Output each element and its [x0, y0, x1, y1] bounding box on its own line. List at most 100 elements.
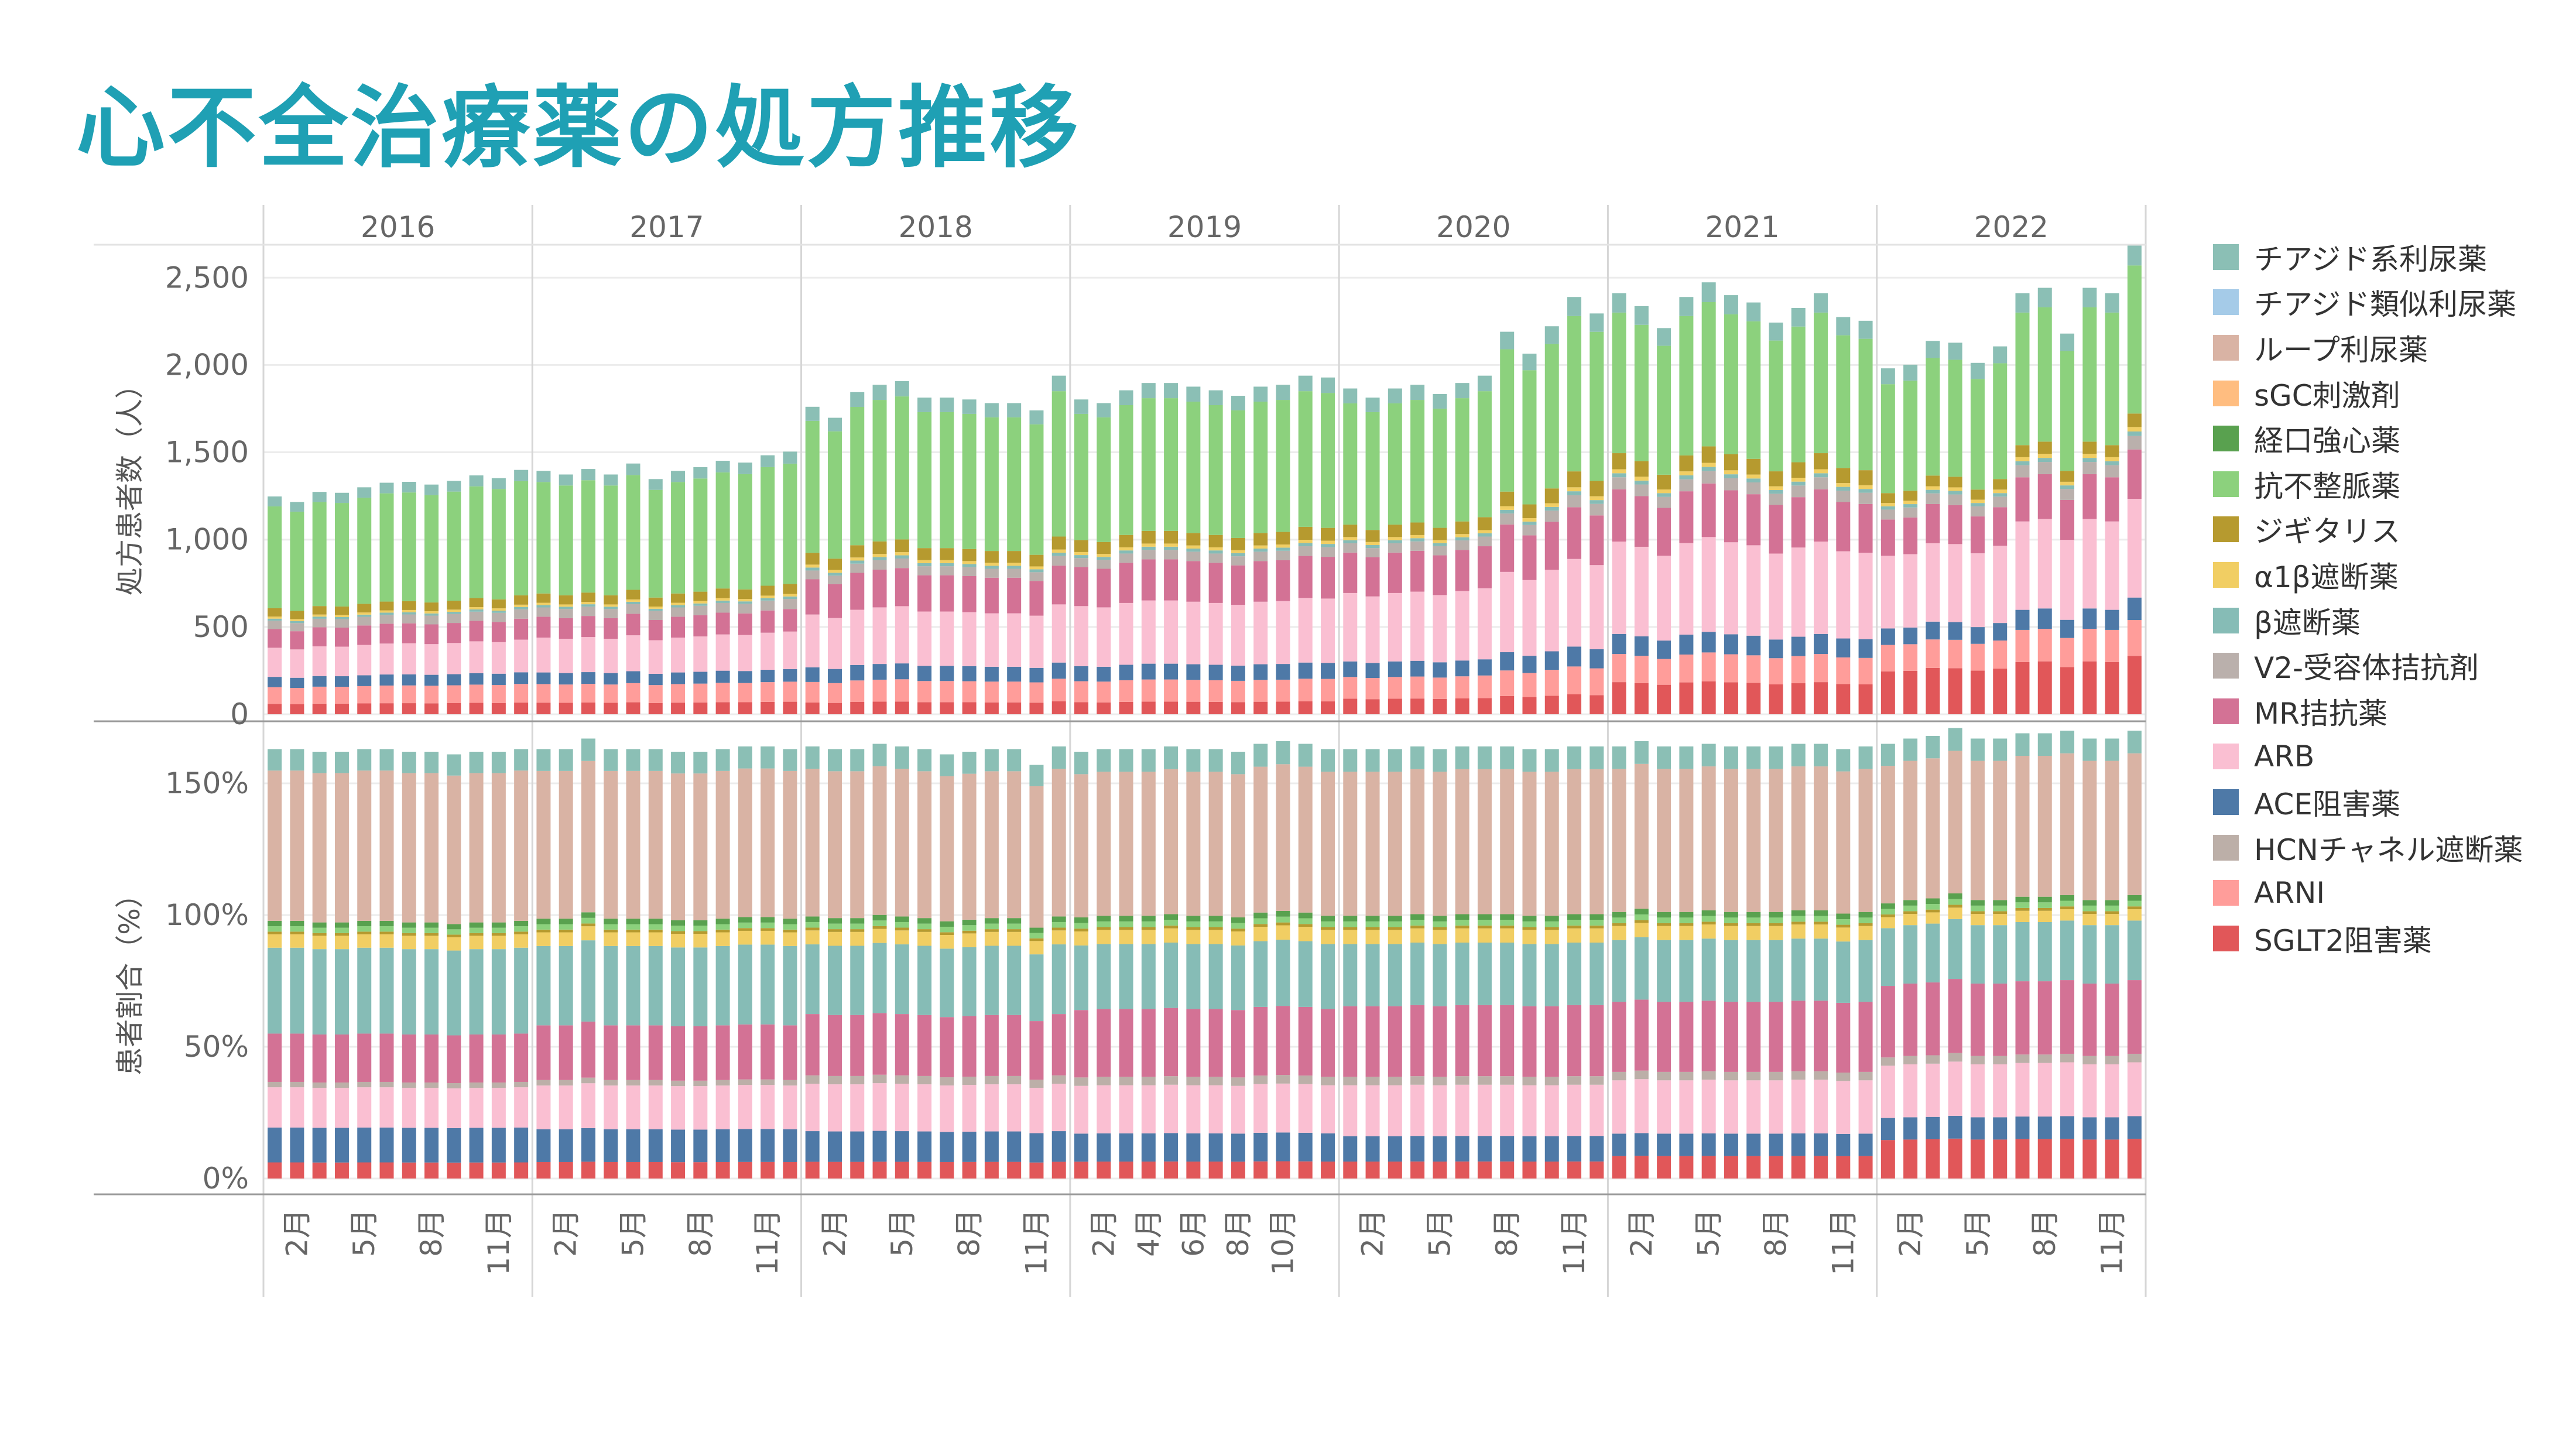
- bottom-bar-segment: [1880, 903, 1895, 909]
- top-bar-segment: [1679, 297, 1694, 316]
- top-bar-segment: [962, 567, 977, 576]
- top-bar-segment: [671, 638, 686, 673]
- bottom-bar-segment: [1544, 944, 1559, 1006]
- bottom-bar-segment: [1858, 917, 1873, 923]
- top-bar-segment: [2105, 477, 2119, 522]
- bottom-bar-segment: [1746, 1002, 1761, 1072]
- x-month-label: 8月: [1490, 1209, 1524, 1257]
- bottom-bar-segment: [626, 919, 640, 924]
- bottom-bar-segment: [559, 929, 573, 933]
- bottom-bar-segment: [1948, 728, 1962, 751]
- bottom-bar-segment: [1567, 1005, 1582, 1077]
- top-bar-segment: [1612, 473, 1626, 478]
- top-bar-segment: [1769, 322, 1783, 341]
- top-bar-segment: [1186, 664, 1201, 680]
- top-bar-segment: [379, 493, 394, 602]
- bottom-bar-segment: [469, 1128, 484, 1163]
- bottom-bar-segment: [715, 919, 730, 924]
- bottom-bar-segment: [1321, 916, 1335, 922]
- top-bar-segment: [1208, 664, 1223, 680]
- bottom-bar-segment: [872, 1131, 887, 1162]
- top-bar-segment: [1388, 388, 1402, 404]
- bottom-bar-segment: [268, 1127, 282, 1163]
- bottom-bar-segment: [1253, 1084, 1268, 1133]
- top-bar-segment: [1612, 312, 1626, 454]
- top-bar-segment: [536, 607, 551, 617]
- top-bar-segment: [268, 608, 282, 617]
- bottom-bar-segment: [1455, 928, 1469, 943]
- bottom-bar-segment: [290, 926, 304, 932]
- top-bar-segment: [895, 539, 909, 553]
- top-bar-segment: [1657, 659, 1671, 685]
- top-bar-segment: [1388, 537, 1402, 540]
- bottom-bar-segment: [895, 944, 909, 1015]
- legend-item: ARNI: [2213, 870, 2523, 916]
- top-bar-segment: [693, 615, 708, 637]
- bottom-bar-segment: [1880, 744, 1895, 766]
- top-bar-segment: [379, 612, 394, 615]
- bottom-bar-segment: [1276, 1075, 1290, 1084]
- bottom-bar-segment: [1321, 1077, 1335, 1085]
- bottom-bar-segment: [1500, 769, 1515, 914]
- top-bar-segment: [1141, 701, 1156, 714]
- top-bar-segment: [1769, 489, 1783, 494]
- top-bar-segment: [1410, 535, 1425, 539]
- top-bar-segment: [1029, 566, 1044, 570]
- bottom-bar-segment: [2015, 902, 2030, 908]
- bottom-bar-segment: [738, 1129, 752, 1162]
- legend-swatch: [2213, 789, 2239, 815]
- bottom-bar-segment: [1500, 943, 1515, 1005]
- bottom-bar-segment: [1814, 916, 1828, 922]
- legend-item: V2-受容体拮抗剤: [2213, 643, 2523, 688]
- top-bar-segment: [693, 683, 708, 703]
- top-bar-segment: [268, 506, 282, 608]
- top-bar-segment: [1590, 668, 1604, 696]
- top-bar-segment: [290, 631, 304, 650]
- top-bar-segment: [1276, 385, 1290, 400]
- top-bar-segment: [514, 481, 529, 595]
- bottom-bar-segment: [761, 1162, 775, 1179]
- bottom-bar-segment: [334, 752, 349, 773]
- bottom-bar-segment: [2015, 981, 2030, 1055]
- bottom-bar-segment: [962, 1162, 977, 1179]
- top-bar-segment: [1298, 526, 1313, 540]
- top-bar-segment: [2037, 454, 2052, 458]
- bottom-bar-segment: [761, 930, 775, 945]
- bottom-bar-segment: [1724, 746, 1738, 769]
- legend-item: ARB: [2213, 734, 2523, 780]
- bottom-bar-segment: [1208, 1085, 1223, 1133]
- top-bar-segment: [940, 681, 954, 703]
- bottom-bar-segment: [1926, 1055, 1940, 1064]
- bottom-bar-segment: [1119, 1077, 1133, 1085]
- top-bar-segment: [290, 649, 304, 678]
- top-bar-segment: [1298, 598, 1313, 663]
- top-bar-segment: [1993, 496, 2008, 508]
- bottom-bar-segment: [1253, 1132, 1268, 1162]
- top-bar-segment: [1880, 628, 1895, 645]
- top-bar-segment: [895, 663, 909, 680]
- x-month-label: 11月: [1826, 1209, 1860, 1276]
- top-bar-segment: [469, 475, 484, 487]
- bottom-bar-segment: [581, 761, 595, 913]
- top-bar-segment: [1769, 658, 1783, 684]
- bottom-bar-segment: [2037, 896, 2052, 903]
- bottom-bar-segment: [850, 931, 865, 946]
- top-bar-segment: [1926, 543, 1940, 622]
- bottom-bar-segment: [693, 926, 708, 931]
- bottom-bar-segment: [1164, 1161, 1179, 1179]
- bottom-bar-segment: [1769, 1156, 1783, 1179]
- bottom-bar-segment: [1926, 982, 1940, 1056]
- bottom-bar-segment: [850, 918, 865, 924]
- bottom-bar-segment: [2060, 1139, 2075, 1179]
- top-bar-segment: [290, 502, 304, 512]
- bottom-bar-segment: [1231, 1133, 1245, 1162]
- bottom-bar-segment: [1074, 1162, 1088, 1179]
- year-label: 2022: [1974, 210, 2049, 244]
- bottom-bar-segment: [895, 1131, 909, 1162]
- top-bar-segment: [1926, 493, 1940, 504]
- bottom-bar-segment: [1388, 944, 1402, 1006]
- top-bar-segment: [1051, 701, 1066, 714]
- legend-item: HCNチャネル遮断薬: [2213, 825, 2523, 871]
- bottom-bar-segment: [1298, 1006, 1313, 1076]
- bottom-bar-segment: [379, 947, 394, 1034]
